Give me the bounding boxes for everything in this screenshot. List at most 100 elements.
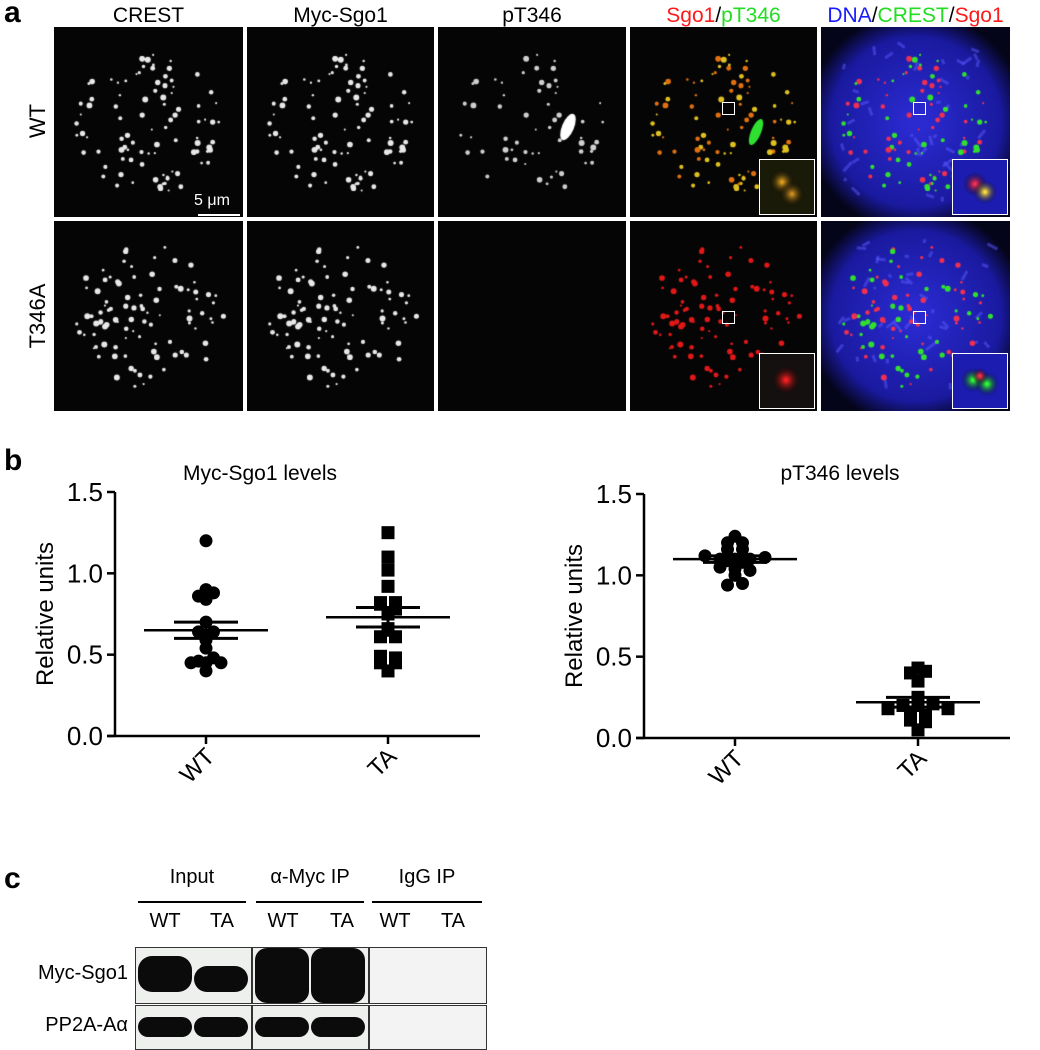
column-title: Myc-Sgo1 xyxy=(247,4,434,28)
column-title: pT346 xyxy=(438,4,626,28)
y-tick-label: 1.0 xyxy=(596,560,632,590)
blot-pp2a-a--1 xyxy=(252,1005,369,1050)
column-title: CREST xyxy=(54,4,243,28)
lane-label: TA xyxy=(440,910,466,932)
column-title: Sgo1/pT346 xyxy=(630,4,817,28)
x-tick-label: TA xyxy=(363,743,403,783)
x-tick-label: TA xyxy=(893,745,933,785)
micrograph-t346a-pt346 xyxy=(438,221,626,411)
data-point xyxy=(728,529,742,543)
data-point xyxy=(381,579,395,593)
protein-band xyxy=(194,966,248,992)
zoom-inset xyxy=(759,159,815,215)
y-tick-label: 1.5 xyxy=(596,479,632,509)
region-of-interest-box xyxy=(913,311,926,324)
column-title-part: pT346 xyxy=(502,4,562,27)
y-tick-label: 0.0 xyxy=(67,721,103,751)
data-point xyxy=(919,708,932,722)
scatter-charts: Myc-Sgo1 levels Relative units 0.0 0.5 1.0 1.… xyxy=(32,462,1010,791)
region-of-interest-box xyxy=(913,102,926,115)
blot-row-label: PP2A-Aα xyxy=(45,1014,128,1036)
column-title-part: pT346 xyxy=(721,4,781,27)
column-title-part: Sgo1 xyxy=(666,4,716,27)
column-title-part: / xyxy=(871,4,878,27)
blot-myc-sgo1-2 xyxy=(369,947,487,1004)
blot-pp2a-a--2 xyxy=(369,1005,487,1050)
chart-1: pT346 levels Relative units 0.0 0.5 1.0 1.5 WT… xyxy=(561,462,1010,791)
data-point xyxy=(911,661,925,675)
data-point xyxy=(758,550,772,564)
column-title-part: CREST xyxy=(112,4,185,27)
blot-pp2a-a--0 xyxy=(135,1005,252,1050)
data-point xyxy=(389,651,402,665)
data-point xyxy=(381,622,395,636)
y-tick-label: 0.5 xyxy=(67,640,103,670)
data-point xyxy=(721,578,734,592)
data-point xyxy=(374,596,387,610)
data-point xyxy=(389,596,402,610)
zoom-inset xyxy=(759,353,815,409)
data-point xyxy=(207,625,220,639)
data-point xyxy=(881,702,895,716)
zoom-inset xyxy=(952,159,1008,215)
lane-label: TA xyxy=(329,910,355,932)
y-tick-label: 0.5 xyxy=(596,642,632,672)
data-point xyxy=(381,563,395,577)
lane-label: WT xyxy=(379,910,411,932)
protein-band xyxy=(255,1017,309,1037)
blot-myc-sgo1-0 xyxy=(135,947,252,1004)
data-point xyxy=(192,654,205,668)
y-axis-label: Relative units xyxy=(561,544,588,688)
blot-myc-sgo1-1 xyxy=(252,947,369,1004)
blot-group-label: α-Myc IP xyxy=(270,866,350,888)
micrograph-t346a-merge-sgo1-pt346 xyxy=(630,221,817,411)
column-title-part: CREST xyxy=(877,4,949,27)
micrograph-wt-merge-sgo1-pt346 xyxy=(630,27,817,217)
column-title-part: DNA xyxy=(827,4,872,27)
region-of-interest-box xyxy=(722,311,735,324)
y-tick-label: 0.0 xyxy=(596,723,632,753)
column-title-part: / xyxy=(948,4,955,27)
data-point xyxy=(941,702,955,716)
micrograph-wt-crest: 5 μm xyxy=(54,27,243,217)
blot-group-label: IgG IP xyxy=(398,866,456,888)
x-tick-label: WT xyxy=(175,743,221,789)
protein-band xyxy=(311,1017,365,1037)
data-point xyxy=(896,698,910,712)
micrograph-wt-myc-sgo1 xyxy=(247,27,434,217)
protein-band xyxy=(138,1017,192,1037)
protein-band xyxy=(311,948,365,1003)
column-title-part: Myc-Sgo1 xyxy=(293,4,388,27)
panel-b-label: b xyxy=(4,444,23,477)
y-tick-label: 1.0 xyxy=(67,558,103,588)
lane-label: TA xyxy=(209,910,235,932)
data-point xyxy=(381,526,395,540)
region-of-interest-box xyxy=(722,102,735,115)
data-point xyxy=(374,649,387,663)
row-label-wt: WT xyxy=(25,103,50,139)
y-tick-label: 1.5 xyxy=(67,477,103,507)
column-title: DNA/CREST/Sgo1 xyxy=(821,4,1010,28)
protein-band xyxy=(255,948,309,1003)
lane-label: WT xyxy=(149,910,181,932)
chart-title: Myc-Sgo1 levels xyxy=(183,462,337,485)
scale-bar-label: 5 μm xyxy=(194,192,230,209)
chart-0: Myc-Sgo1 levels Relative units 0.0 0.5 1.0 1.… xyxy=(32,462,480,789)
x-tick-label: WT xyxy=(704,745,750,791)
data-point xyxy=(381,550,395,564)
protein-band xyxy=(138,956,192,992)
panel-a-label: a xyxy=(4,0,21,29)
group-divider-line xyxy=(138,901,246,903)
micrograph-t346a-merge-dna-crest-sgo1 xyxy=(821,221,1010,411)
micrograph-t346a-myc-sgo1 xyxy=(247,221,434,411)
group-divider-line xyxy=(372,901,482,903)
column-title-part: / xyxy=(715,4,722,27)
panel-c-label: c xyxy=(4,862,21,895)
zoom-inset xyxy=(952,353,1008,409)
lane-label: WT xyxy=(267,910,299,932)
micrograph-t346a-crest xyxy=(54,221,243,411)
micrograph-wt-merge-dna-crest-sgo1 xyxy=(821,27,1010,217)
data-point xyxy=(199,534,213,548)
row-label-t346a: T346A xyxy=(25,283,50,349)
blot-row-label: Myc-Sgo1 xyxy=(37,962,128,984)
